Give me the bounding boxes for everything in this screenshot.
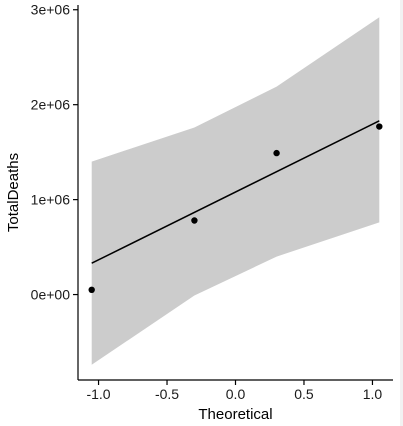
confidence-band-layer — [91, 17, 380, 365]
x-tick-label: 0.5 — [294, 386, 314, 402]
data-point-4 — [376, 123, 383, 130]
reference-line — [91, 120, 380, 264]
y-axis-title: TotalDeaths — [5, 153, 22, 232]
x-tick-label: -1.0 — [86, 386, 110, 402]
data-point-3 — [273, 149, 280, 157]
confidence-band — [91, 17, 380, 365]
x-tick-label: 1.0 — [363, 386, 383, 402]
y-tick-label: 2e+06 — [31, 97, 71, 113]
window-edge — [400, 0, 403, 426]
y-tick-label: 0e+00 — [31, 287, 71, 303]
y-tick-label: 3e+06 — [31, 2, 71, 18]
x-tick-label: -0.5 — [155, 386, 179, 402]
data-points-layer — [88, 123, 383, 294]
y-tick-label: 1e+06 — [31, 192, 71, 208]
data-point-2 — [191, 217, 198, 224]
reference-line-layer — [91, 120, 380, 264]
axes-layer: -1.0 -0.5 0.0 0.5 1.0 0e+00 1e+06 2e+06 3e+06 — [31, 2, 393, 402]
data-point-1 — [88, 286, 95, 294]
x-axis-title: Theoretical — [198, 406, 272, 423]
x-tick-label: 0.0 — [226, 386, 246, 402]
